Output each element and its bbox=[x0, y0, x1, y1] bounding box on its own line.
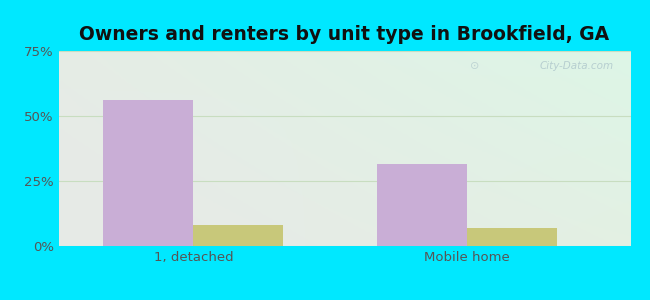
Text: City-Data.com: City-Data.com bbox=[540, 61, 614, 71]
Bar bbox=[377, 164, 467, 246]
Legend: Owner occupied units, Renter occupied units: Owner occupied units, Renter occupied un… bbox=[151, 296, 538, 300]
Bar bbox=[193, 226, 283, 246]
Text: ⊙: ⊙ bbox=[469, 61, 479, 71]
Bar bbox=[103, 100, 193, 246]
Bar bbox=[467, 228, 557, 246]
Title: Owners and renters by unit type in Brookfield, GA: Owners and renters by unit type in Brook… bbox=[79, 25, 610, 44]
